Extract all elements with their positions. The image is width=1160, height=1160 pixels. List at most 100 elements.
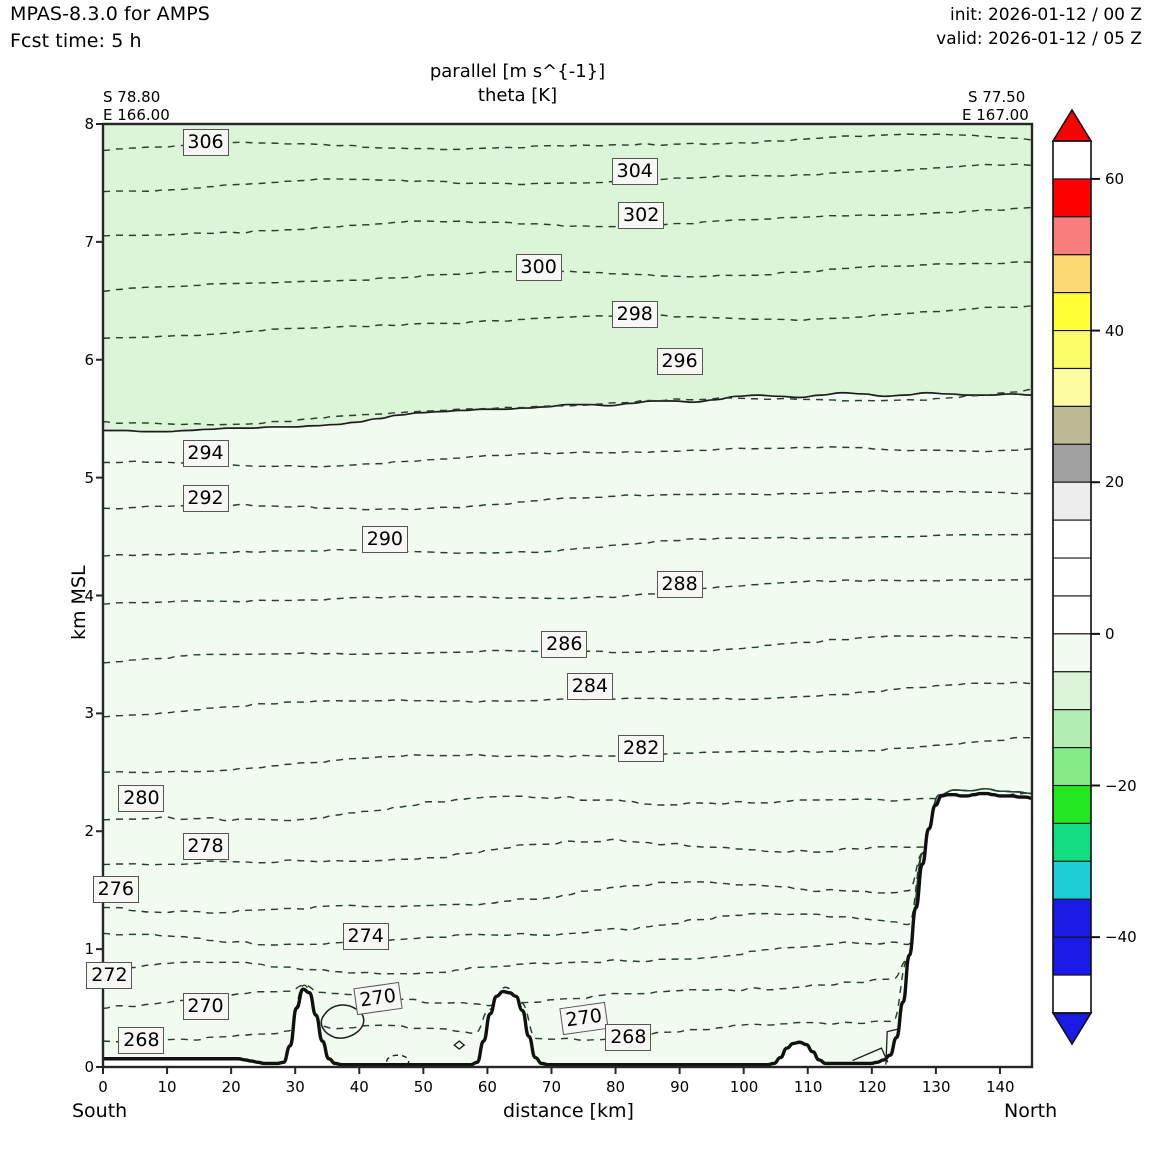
y-tick-label: 6 — [84, 350, 94, 369]
contour-label: 298 — [611, 300, 658, 328]
colorbar-outline — [1052, 140, 1092, 1014]
y-tick-label: 8 — [84, 115, 94, 133]
contour-label: 278 — [182, 832, 229, 860]
colorbar-segment-4 — [1052, 292, 1092, 332]
contour-label: 284 — [566, 673, 613, 701]
colorbar-segment-16 — [1052, 747, 1092, 787]
closed-contour-dashed-ellipse — [386, 1054, 410, 1067]
x-tick-label: 70 — [541, 1078, 562, 1096]
y-tick-label: 1 — [84, 940, 94, 959]
contour-label: 270 — [558, 1001, 609, 1035]
fill-boundary-line — [103, 391, 1032, 433]
colorbar-segment-14 — [1052, 671, 1092, 711]
right-corner-lon: E 167.00 — [962, 106, 1029, 124]
forecast-time: Fcst time: 5 h — [10, 30, 142, 52]
contour-label: 282 — [618, 734, 665, 762]
x-tick-label: 30 — [285, 1078, 305, 1096]
contour-label: 302 — [618, 201, 665, 229]
colorbar-tick-label: 60 — [1105, 169, 1125, 188]
colorbar-segment-11 — [1052, 557, 1092, 597]
colorbar-segment-10 — [1052, 519, 1092, 559]
colorbar-segment-5 — [1052, 330, 1092, 370]
south-end-label: South — [72, 1100, 128, 1122]
x-axis-label: distance [km] — [503, 1100, 634, 1122]
contour-label: 300 — [515, 253, 562, 281]
contour-label: 288 — [656, 570, 703, 598]
x-tick-label: 90 — [670, 1078, 690, 1096]
colorbar-segment-2 — [1052, 216, 1092, 256]
valid-time: valid: 2026-01-12 / 05 Z — [936, 29, 1142, 49]
theta-contour-lines — [103, 133, 1032, 1043]
x-tick-label: 10 — [157, 1078, 177, 1096]
colorbar-segment-8 — [1052, 443, 1092, 483]
colorbar[interactable] — [1051, 108, 1100, 1046]
init-time: init: 2026-01-12 / 00 Z — [949, 5, 1142, 25]
colorbar-segment-7 — [1052, 405, 1092, 445]
theta-contour-280 — [103, 791, 1032, 822]
contour-label: 294 — [182, 440, 229, 468]
surface-detail-b — [885, 1028, 898, 1065]
closed-contour-diamond — [453, 1040, 466, 1050]
axis-ticks — [96, 123, 1001, 1074]
terrain-profile — [103, 791, 1032, 1067]
contour-label: 304 — [611, 158, 658, 186]
left-corner-lat: S 78.80 — [103, 88, 161, 106]
contour-label: 274 — [342, 923, 389, 951]
colorbar-segment-17 — [1052, 784, 1092, 824]
contour-label: 268 — [118, 1027, 165, 1055]
contour-label: 276 — [92, 876, 139, 904]
shaded-wind-field — [103, 124, 1032, 1067]
contour-label: 272 — [86, 962, 133, 990]
terrain-mask — [103, 793, 1032, 1067]
colorbar-tick-label: 20 — [1105, 473, 1125, 492]
colorbar-segment-3 — [1052, 254, 1092, 294]
colorbar-segment-1 — [1052, 178, 1092, 218]
x-tick-label: 80 — [606, 1078, 626, 1096]
plot-title-line2: theta [K] — [477, 85, 558, 106]
terrain-outline — [103, 791, 1032, 1067]
x-tick-label: 140 — [985, 1078, 1015, 1096]
contour-label: 292 — [182, 484, 229, 512]
x-tick-label: 130 — [921, 1078, 951, 1096]
left-corner-lon: E 166.00 — [103, 106, 170, 124]
colorbar-under-arrow — [1051, 1012, 1093, 1046]
x-tick-label: 50 — [413, 1078, 433, 1096]
x-tick-label: 110 — [793, 1078, 823, 1096]
colorbar-tick-label: −40 — [1105, 928, 1137, 947]
colorbar-segment-12 — [1052, 595, 1092, 635]
x-tick-label: 20 — [221, 1078, 241, 1096]
closed-contour-blob — [320, 1004, 365, 1039]
colorbar-segment-20 — [1052, 898, 1092, 938]
model-title: MPAS-8.3.0 for AMPS — [10, 3, 210, 25]
colorbar-tick-label: 0 — [1105, 624, 1115, 643]
contour-label: 306 — [182, 128, 229, 156]
x-tick-label: 0 — [98, 1078, 108, 1096]
contour-label: 286 — [541, 631, 588, 658]
y-tick-label: 7 — [84, 232, 94, 251]
y-tick-label: 3 — [84, 704, 94, 723]
contour-label: 268 — [605, 1023, 652, 1051]
x-tick-label: 100 — [729, 1078, 759, 1096]
right-corner-lat: S 77.50 — [968, 88, 1026, 106]
x-tick-label: 60 — [477, 1078, 497, 1096]
x-tick-label: 40 — [349, 1078, 369, 1096]
theta-contour-268 — [103, 788, 1032, 1043]
plot-title-line1: parallel [m s^{-1}] — [429, 61, 606, 82]
y-tick-label: 4 — [84, 586, 94, 605]
colorbar-segment-19 — [1052, 860, 1092, 900]
colorbar-over-arrow — [1051, 108, 1093, 142]
contour-label: 290 — [361, 526, 408, 554]
colorbar-segment-21 — [1052, 936, 1092, 976]
colorbar-segment-15 — [1052, 709, 1092, 749]
y-tick-label: 2 — [84, 822, 94, 841]
colorbar-tick-label: 40 — [1105, 321, 1125, 340]
closed-contour-features — [320, 1004, 898, 1067]
colorbar-segment-9 — [1052, 481, 1092, 521]
y-tick-label: 0 — [84, 1058, 94, 1076]
theta-contour-272 — [103, 788, 1032, 975]
north-end-label: North — [1004, 1100, 1058, 1122]
y-tick-label: 5 — [84, 468, 94, 487]
contour-label: 270 — [182, 992, 229, 1020]
colorbar-segment-13 — [1052, 633, 1092, 673]
